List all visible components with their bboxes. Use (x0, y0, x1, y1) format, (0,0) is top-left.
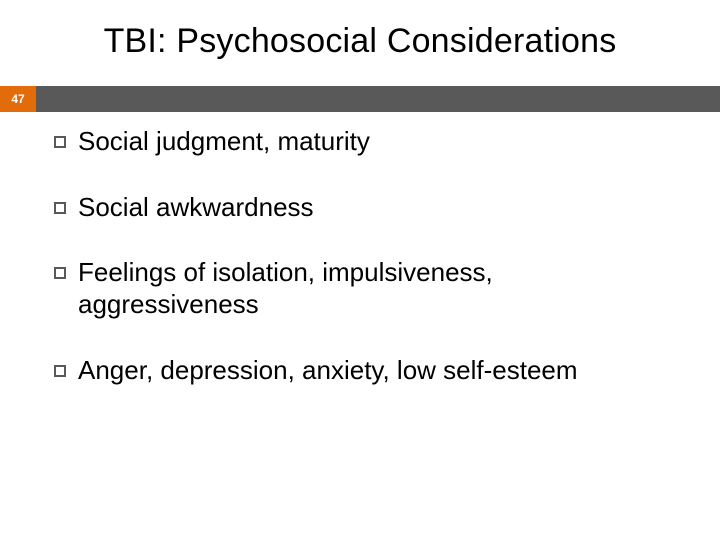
slide-title: TBI: Psychosocial Considerations (0, 22, 720, 61)
square-bullet-icon (54, 267, 66, 279)
slide: TBI: Psychosocial Considerations 47 Soci… (0, 0, 720, 540)
list-item: Feelings of isolation, impulsiveness, ag… (54, 257, 674, 320)
square-bullet-icon (54, 136, 66, 148)
list-item: Social awkwardness (54, 192, 674, 224)
square-bullet-icon (54, 202, 66, 214)
list-item-text: Social judgment, maturity (78, 126, 674, 158)
list-item-text: Anger, depression, anxiety, low self-est… (78, 355, 674, 387)
square-bullet-icon (54, 365, 66, 377)
list-item-text: Feelings of isolation, impulsiveness, ag… (78, 257, 674, 320)
list-item-text: Social awkwardness (78, 192, 674, 224)
bullet-list: Social judgment, maturity Social awkward… (54, 126, 674, 421)
list-item: Social judgment, maturity (54, 126, 674, 158)
divider-bar (36, 86, 720, 112)
page-number-badge: 47 (0, 86, 36, 112)
list-item: Anger, depression, anxiety, low self-est… (54, 355, 674, 387)
header-bar: 47 (0, 86, 720, 112)
